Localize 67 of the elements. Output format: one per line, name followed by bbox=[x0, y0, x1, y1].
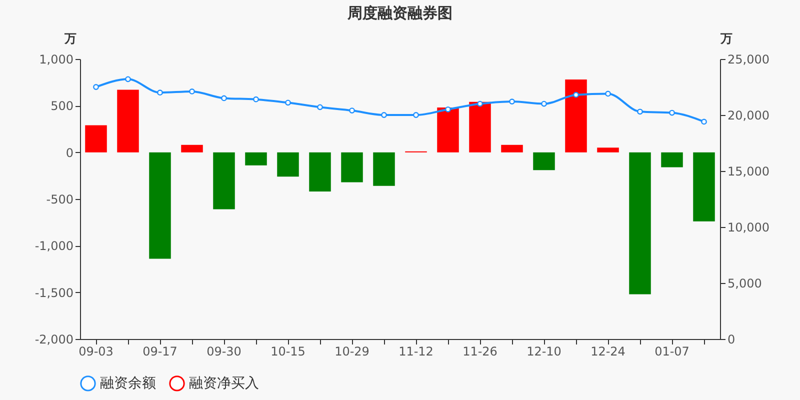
y2-axis-title: 万 bbox=[720, 32, 732, 46]
point bbox=[605, 90, 611, 97]
x-tick-label: 12-10 bbox=[526, 344, 562, 358]
chart-title: 周度融资融券图 bbox=[346, 4, 454, 23]
point bbox=[381, 112, 387, 118]
point bbox=[573, 92, 579, 98]
bar bbox=[533, 152, 555, 170]
y2-tick-label: 10,000 bbox=[728, 220, 770, 234]
bar bbox=[661, 152, 683, 168]
bar bbox=[245, 152, 267, 166]
legend-label: 融资余额 bbox=[100, 375, 156, 392]
y2-tick-label: 25,000 bbox=[728, 52, 770, 66]
bar bbox=[373, 152, 395, 186]
x-tick-label: 01-07 bbox=[654, 344, 690, 358]
bar bbox=[181, 144, 203, 152]
point bbox=[541, 100, 547, 107]
bar bbox=[341, 152, 363, 182]
x-tick-label: 12-24 bbox=[590, 344, 626, 358]
bar bbox=[85, 125, 107, 152]
bar bbox=[629, 152, 651, 294]
y2-tick-label: 5,000 bbox=[728, 276, 762, 290]
y-tick-label: 1,000 bbox=[39, 52, 74, 66]
point bbox=[221, 95, 227, 102]
y2-tick-label: 0 bbox=[728, 332, 736, 346]
point bbox=[477, 100, 483, 107]
point bbox=[349, 108, 355, 114]
point bbox=[125, 76, 131, 82]
bar bbox=[437, 108, 459, 152]
point bbox=[445, 106, 451, 112]
bar bbox=[597, 148, 619, 152]
x-tick-label: 09-30 bbox=[206, 344, 242, 358]
point bbox=[509, 98, 515, 104]
point bbox=[637, 108, 643, 115]
bar bbox=[117, 90, 139, 152]
x-tick-label: 11-26 bbox=[462, 344, 498, 358]
point bbox=[669, 110, 675, 116]
y-tick-label: -1,500 bbox=[34, 286, 74, 300]
bar bbox=[309, 152, 331, 192]
point bbox=[285, 100, 291, 106]
y2-tick-label: 20,000 bbox=[728, 108, 770, 122]
bar bbox=[277, 152, 299, 177]
y-tick-label: 0 bbox=[66, 146, 74, 160]
y2-tick-label: 15,000 bbox=[728, 164, 770, 178]
x-tick-label: 09-17 bbox=[142, 344, 178, 358]
x-tick-label: 10-15 bbox=[270, 344, 306, 358]
y-tick-label: -500 bbox=[46, 192, 74, 206]
bar bbox=[565, 80, 587, 152]
y-tick-label: 500 bbox=[50, 99, 74, 114]
point bbox=[413, 112, 419, 118]
point bbox=[93, 84, 99, 90]
bar bbox=[693, 152, 715, 222]
bar bbox=[149, 152, 171, 259]
point bbox=[317, 104, 323, 110]
x-tick-label: 09-03 bbox=[78, 344, 114, 358]
bar bbox=[469, 102, 491, 152]
x-tick-label: 10-29 bbox=[334, 344, 370, 358]
bar bbox=[501, 144, 523, 152]
y-tick-label: -1,000 bbox=[34, 239, 74, 254]
y-tick-label: -2,000 bbox=[34, 332, 74, 346]
point bbox=[253, 96, 259, 102]
point bbox=[157, 90, 163, 96]
x-tick-label: 11-12 bbox=[398, 344, 434, 358]
bar bbox=[213, 152, 235, 210]
legend-label: 融资净买入 bbox=[189, 375, 259, 392]
point bbox=[189, 88, 195, 94]
y-axis-title: 万 bbox=[64, 32, 76, 46]
point bbox=[701, 118, 707, 125]
